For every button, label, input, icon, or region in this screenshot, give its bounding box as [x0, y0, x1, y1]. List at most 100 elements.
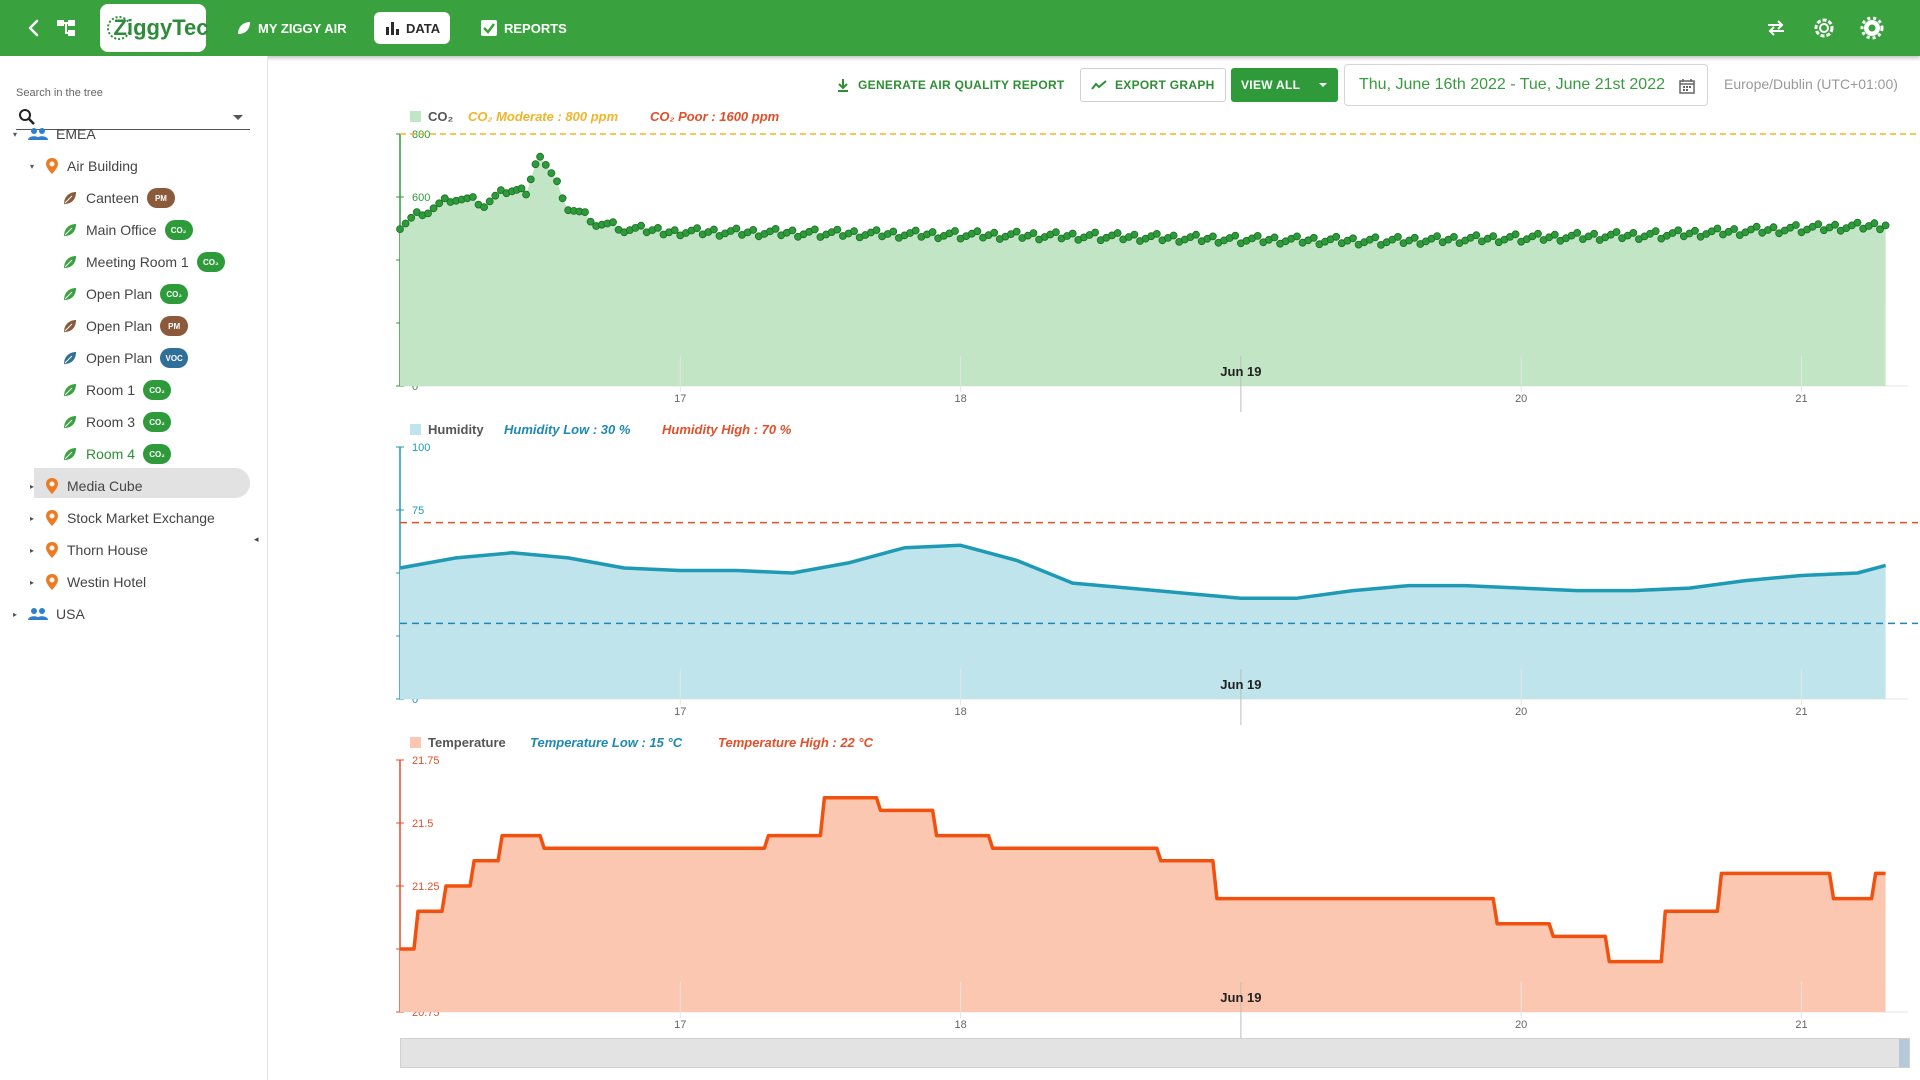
tree-item-air-building[interactable]: ▾ Air Building — [30, 152, 138, 180]
co2-data-point — [1752, 222, 1761, 231]
tree-item-main-office[interactable]: Main Office CO₂ — [62, 216, 193, 244]
co2-chart[interactable]: CO₂ CO₂ Moderate : 800 ppm CO₂ Poor : 16… — [380, 104, 1920, 412]
expand-caret-icon[interactable]: ▸ — [12, 609, 17, 619]
y-tick-label: 21.5 — [412, 818, 433, 830]
ziggytec-logo[interactable]: ZiggyTec — [100, 4, 208, 52]
tree-item-media-cube[interactable]: ▸ Media Cube — [30, 472, 143, 500]
leaf-sensor-icon — [62, 350, 78, 366]
back-arrow-icon[interactable] — [20, 14, 48, 42]
co2-data-point — [1113, 229, 1122, 237]
y-tick-label: 21.25 — [412, 881, 440, 893]
sensor-type-badge: VOC — [160, 348, 189, 368]
nav-reports[interactable]: REPORTS — [470, 12, 577, 44]
x-tick-label: 20 — [1515, 706, 1527, 718]
leaf-icon — [238, 22, 250, 34]
collapse-sidebar-icon[interactable]: ◂ — [254, 534, 259, 544]
leaf-sensor-icon — [62, 222, 78, 238]
tree-item-thorn-house[interactable]: ▸ Thorn House — [30, 536, 148, 564]
tree-item-canteen[interactable]: Canteen PM — [62, 184, 175, 212]
tree-item-label: Room 4 — [86, 446, 136, 462]
x-tick-label: 18 — [954, 706, 966, 718]
tree-item-emea[interactable]: ▾ EMEA — [13, 120, 96, 148]
nav-data[interactable]: DATA — [374, 12, 451, 44]
co2-data-point — [1068, 229, 1077, 238]
x-tick-label: 20 — [1515, 1019, 1527, 1031]
collapse-caret-icon[interactable]: ▾ — [12, 129, 17, 139]
co2-data-point — [553, 177, 561, 186]
tree-item-open-plan[interactable]: Open Plan CO₂ — [62, 280, 189, 308]
time-range-scrollbar[interactable] — [400, 1038, 1910, 1068]
co2-data-point — [1231, 231, 1240, 240]
tree-item-label: Canteen — [86, 190, 139, 206]
tree-item-label: Main Office — [86, 222, 157, 238]
co2-data-point — [1332, 232, 1341, 241]
tree-structure-icon[interactable] — [52, 14, 80, 42]
tree-item-room-3[interactable]: Room 3 CO₂ — [62, 408, 172, 436]
download-icon — [838, 79, 848, 92]
gear-icon[interactable] — [1858, 14, 1886, 42]
co2-data-point — [872, 226, 881, 234]
humidity-chart[interactable]: Humidity Humidity Low : 30 % Humidity Hi… — [380, 417, 1920, 725]
humidity-line — [399, 543, 1887, 600]
trend-line-icon — [1091, 80, 1107, 90]
humidity-area — [400, 545, 1886, 699]
tree-item-westin-hotel[interactable]: ▸ Westin Hotel — [30, 568, 146, 596]
swap-arrows-icon[interactable] — [1762, 14, 1790, 42]
co2-data-point — [788, 226, 797, 235]
tree-item-open-plan[interactable]: Open Plan PM — [62, 312, 189, 340]
co2-data-point — [990, 228, 999, 237]
tree-item-room-1[interactable]: Room 1 CO₂ — [62, 376, 172, 404]
co2-poor-label: CO₂ Poor : 1600 ppm — [650, 109, 780, 124]
view-all-button[interactable]: VIEW ALL — [1231, 68, 1339, 102]
tree-search-input[interactable] — [16, 104, 250, 130]
x-tick-label: Jun 19 — [1220, 364, 1261, 379]
x-tick-label: Jun 19 — [1220, 677, 1261, 692]
nav-reports-label: REPORTS — [504, 20, 567, 36]
co2-data-point — [1612, 228, 1621, 236]
co2-data-point — [485, 197, 494, 206]
co2-legend-label: CO₂ — [428, 109, 454, 124]
dropdown-caret-icon[interactable] — [232, 114, 244, 122]
expand-caret-icon[interactable]: ▸ — [29, 545, 34, 555]
tree-item-label: Open Plan — [86, 318, 153, 334]
generate-report-button[interactable]: GENERATE AIR QUALITY REPORT — [836, 68, 1065, 102]
tree-item-usa[interactable]: ▸ USA — [13, 600, 85, 628]
export-graph-button[interactable]: EXPORT GRAPH — [1080, 68, 1226, 102]
nav-my-ziggy-air[interactable]: MY ZIGGY AIR — [226, 12, 357, 44]
date-range-picker[interactable]: Thu, June 16th 2022 - Tue, June 21st 202… — [1344, 64, 1708, 106]
collapse-caret-icon[interactable]: ▾ — [29, 161, 34, 171]
leaf-sensor-icon — [62, 318, 78, 334]
humidity-legend-swatch — [410, 424, 421, 435]
y-tick-label: 0 — [412, 381, 418, 393]
co2-data-point — [693, 224, 702, 232]
tree-item-stock-market-exchange[interactable]: ▸ Stock Market Exchange — [30, 504, 215, 532]
tree-item-open-plan[interactable]: Open Plan VOC — [62, 344, 189, 372]
co2-data-point — [526, 175, 535, 184]
temperature-chart[interactable]: Temperature Temperature Low : 15 °C Temp… — [380, 730, 1920, 1038]
expand-caret-icon[interactable]: ▸ — [29, 513, 34, 523]
expand-caret-icon[interactable]: ▸ — [29, 481, 34, 491]
x-tick-label: 20 — [1515, 393, 1527, 405]
y-tick-label: 800 — [412, 129, 430, 141]
tree-item-room-4[interactable]: Room 4 CO₂ — [62, 440, 172, 468]
sensor-type-badge: PM — [146, 188, 175, 208]
expand-caret-icon[interactable]: ▸ — [29, 577, 34, 587]
tree-item-label: Air Building — [67, 158, 138, 174]
y-tick-label: 100 — [412, 442, 430, 454]
co2-data-point — [396, 225, 404, 233]
x-tick-label: 17 — [674, 706, 686, 718]
location-pin-icon — [45, 477, 59, 495]
leaf-sensor-icon — [62, 382, 78, 398]
people-group-icon — [28, 607, 48, 621]
settings-outline-icon[interactable] — [1810, 14, 1838, 42]
co2-data-point — [522, 190, 531, 199]
co2-data-point — [440, 194, 449, 203]
co2-data-point — [1450, 232, 1458, 241]
tree-item-meeting-room-1[interactable]: Meeting Room 1 CO₂ — [62, 248, 225, 276]
co2-data-point — [889, 227, 898, 236]
tree-item-label: EMEA — [56, 126, 96, 142]
top-app-bar: ZiggyTec MY ZIGGY AIR DATA REPORTS — [0, 0, 1920, 56]
export-graph-label: EXPORT GRAPH — [1115, 78, 1215, 92]
bar-chart-icon — [386, 22, 399, 35]
scrollbar-handle[interactable] — [1899, 1039, 1909, 1067]
